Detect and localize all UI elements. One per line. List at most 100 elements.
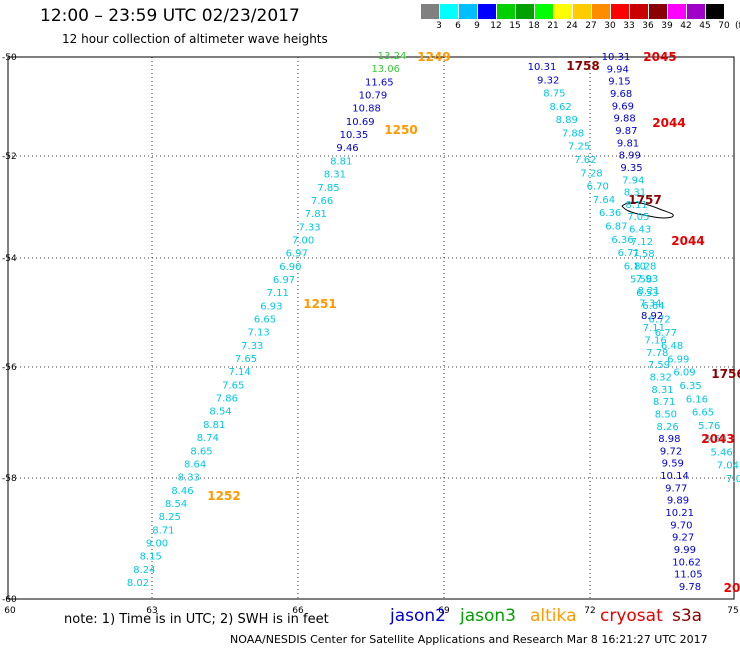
legend-label: 45: [699, 21, 711, 31]
legend-label: 39: [661, 21, 673, 31]
legend-label: 18: [528, 21, 540, 31]
wave-value: 8.02: [127, 578, 149, 589]
lon-label: 66: [292, 606, 304, 616]
wave-value: 5.76: [698, 421, 720, 432]
lon-label: 69: [438, 606, 450, 616]
lon-label: 63: [146, 606, 157, 616]
wave-value: 9.99: [674, 545, 696, 556]
time-label: 1758: [566, 59, 599, 73]
wave-value: 8.25: [159, 512, 181, 523]
wave-value: 7.25: [568, 142, 590, 153]
wave-value: 6.64: [642, 301, 664, 312]
lat-label: -60: [2, 595, 17, 605]
wave-value: 9.69: [612, 101, 634, 112]
wave-value: 7.12: [631, 237, 653, 248]
time-label: 1756: [711, 367, 740, 381]
wave-value: 7.66: [311, 196, 333, 207]
legend-swatch: [478, 4, 496, 19]
wave-value: 7.58: [632, 249, 654, 260]
wave-value: 10.79: [359, 91, 388, 102]
wave-value: 7.05: [627, 212, 649, 223]
wave-value: 10.31: [602, 52, 631, 63]
legend-swatch: [649, 4, 667, 19]
wave-value: 6.70: [587, 182, 609, 193]
wave-value: 8.75: [543, 89, 565, 100]
wave-value: 6.10: [624, 261, 646, 272]
legend-swatch: [573, 4, 591, 19]
wave-value: 6.97: [286, 249, 308, 260]
wave-value: 7.13: [248, 328, 270, 339]
wave-value: 13.24: [378, 51, 407, 62]
lat-label: -56: [2, 363, 17, 373]
wave-value: 8.21: [638, 286, 660, 297]
wave-value: 9.32: [537, 75, 559, 86]
satellite-s3a: s3a: [672, 606, 703, 626]
wave-value: 8.81: [330, 156, 352, 167]
wave-value: 8.81: [203, 420, 225, 431]
lon-label: 60: [4, 606, 16, 616]
time-label: 2044: [652, 116, 685, 130]
wave-value: 5.58: [630, 275, 652, 286]
time-label: 1250: [384, 123, 417, 137]
legend-swatch: [421, 4, 439, 19]
wave-value: 8.31: [651, 385, 673, 396]
wave-value: 9.94: [607, 64, 629, 75]
time-label: 1251: [303, 297, 336, 311]
legend-label: 6: [455, 21, 461, 31]
footer-note: note: 1) Time is in UTC; 2) SWH is in fe…: [64, 612, 329, 627]
legend-label: 21: [547, 21, 559, 31]
wave-value: 6.48: [661, 341, 683, 352]
wave-value: 7.11: [267, 288, 289, 299]
wave-value: 8.54: [165, 499, 187, 510]
wave-value: 9.89: [667, 496, 689, 507]
wave-value: 7.65: [235, 354, 257, 365]
legend-label: 30: [604, 21, 616, 31]
wave-value: 7.88: [562, 128, 584, 139]
wave-value: 9.68: [610, 89, 632, 100]
legend-label: 9: [474, 21, 480, 31]
wave-value: 7.62: [574, 155, 596, 166]
time-label: 1249: [417, 50, 450, 64]
legend-swatch: [440, 4, 458, 19]
wave-value: 7.78: [646, 348, 668, 359]
legend-swatch: [516, 4, 534, 19]
legend-label: 70: [718, 21, 730, 31]
wave-value: 8.71: [152, 525, 174, 536]
wave-value: 8.92: [641, 311, 663, 322]
legend-label: 42: [680, 21, 692, 31]
wave-value: 8.11: [626, 200, 648, 211]
legend-swatch: [459, 4, 477, 19]
wave-value: 8.15: [140, 552, 162, 563]
credit-line: NOAA/NESDIS Center for Satellite Applica…: [230, 633, 708, 646]
lat-label: -58: [2, 474, 17, 484]
wave-value: 10.35: [340, 130, 369, 141]
wave-value: 9.77: [665, 483, 687, 494]
time-label: 2043: [701, 432, 734, 446]
wave-value: 6.65: [254, 315, 276, 326]
wave-value: 7.00: [292, 235, 314, 246]
lat-label: -54: [2, 254, 17, 264]
satellite-jason2: jason2: [390, 606, 446, 626]
time-label: 1252: [207, 489, 240, 503]
wave-value: 7.94: [622, 175, 644, 186]
wave-value: 5.46: [710, 447, 732, 458]
wave-value: 7.34: [639, 299, 661, 310]
wave-value: 8.65: [190, 446, 212, 457]
legend-swatch: [592, 4, 610, 19]
wave-value: 7.93: [636, 274, 658, 285]
time-label: 2044: [671, 234, 704, 248]
wave-value: 6.71: [618, 248, 640, 259]
wave-value: 6.36: [611, 235, 633, 246]
legend-swatch: [706, 4, 724, 19]
legend-swatch: [687, 4, 705, 19]
legend-unit: (ft): [735, 21, 740, 31]
wave-value: 7.0: [726, 474, 740, 485]
wave-value: 9.15: [608, 77, 630, 88]
wave-value: 9.27: [672, 533, 694, 544]
wave-value: 10.14: [660, 471, 689, 482]
wave-value: 8.24: [133, 565, 155, 576]
wave-value: 6.77: [655, 328, 677, 339]
wave-value: 7.16: [644, 335, 666, 346]
wave-value: 11.65: [365, 77, 394, 88]
lon-label: 72: [584, 606, 595, 616]
